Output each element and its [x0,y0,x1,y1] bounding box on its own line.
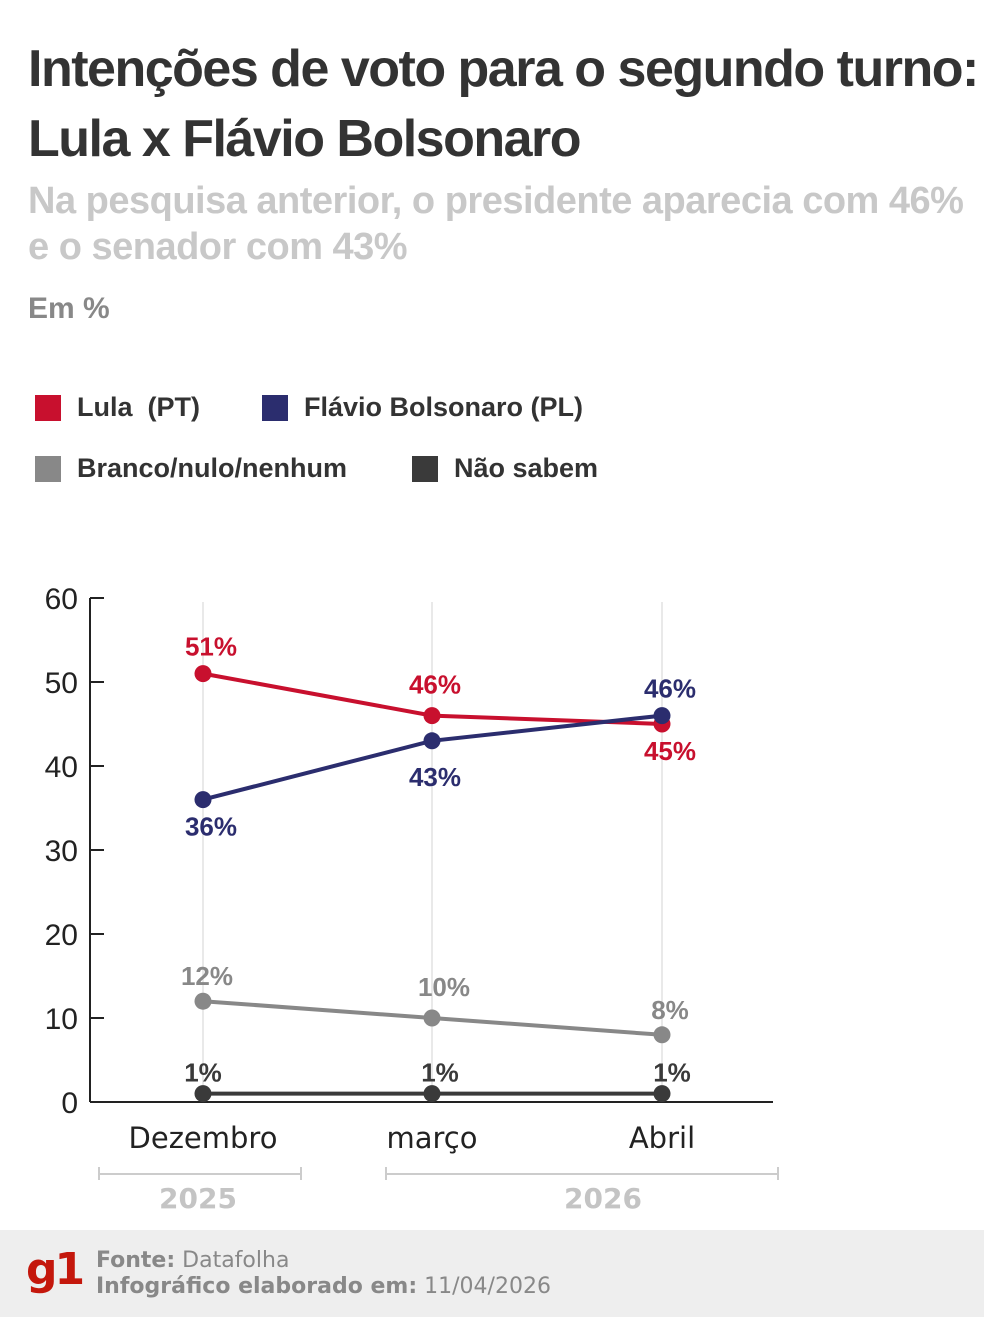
legend-swatch [35,455,61,482]
data-point [194,665,212,683]
data-label: 51% [185,632,237,662]
g1-logo: g1 [26,1244,85,1295]
legend-item-flavio: Flávio Bolsonaro (PL) [262,392,583,423]
legend-item-branco: Branco/nulo/nenhum [35,453,347,484]
legend-item-lula: Lula (PT) [35,392,200,423]
date-label: Infográfico elaborado em: [96,1274,418,1299]
source-value: Datafolha [182,1248,290,1273]
x-tick-label: Abril [629,1121,695,1155]
data-label: 43% [409,762,461,792]
data-label: 1% [184,1058,222,1088]
date-line: Infográfico elaborado em: 11/04/2026 [96,1274,551,1299]
y-tick-label: 30 [45,835,78,868]
chart-subtitle: Na pesquisa anterior, o presidente apare… [28,180,964,268]
data-label: 36% [185,812,237,842]
header: Intenções de voto para o segundo turno: … [28,34,979,326]
year-label: 2026 [564,1182,642,1215]
y-tick-label: 10 [45,1003,78,1036]
legend-swatch [262,394,288,421]
data-point [194,992,212,1010]
legend-label: Lula (PT) [77,392,200,422]
legend-item-nao-sabem: Não sabem [412,453,598,484]
data-point [653,1085,671,1103]
x-tick-label: Dezembro [129,1121,278,1155]
footer: g1 Fonte: Datafolha Infográfico elaborad… [0,1230,984,1317]
legend-label: Flávio Bolsonaro (PL) [304,392,584,422]
y-tick-label: 0 [61,1087,78,1120]
data-point [653,707,671,725]
legend-label: Branco/nulo/nenhum [77,453,347,483]
data-label: 12% [181,961,233,991]
unit-label: Em % [28,292,110,325]
data-label: 10% [418,972,470,1002]
data-point [194,791,212,809]
data-label: 1% [421,1058,459,1088]
data-label: 46% [409,670,461,700]
legend-label: Não sabem [454,453,599,483]
legend-swatch [35,394,61,421]
line-chart: 0 10 20 30 40 50 60 Dezembro março Abril 2025 2026 5… [45,583,779,1215]
y-tick-label: 50 [45,667,78,700]
y-tick-label: 20 [45,919,78,952]
data-point [423,732,441,750]
date-value: 11/04/2026 [424,1274,551,1299]
data-point [423,1009,441,1027]
data-label: 46% [644,674,696,704]
legend-swatch [412,455,438,482]
year-label: 2025 [159,1182,237,1215]
data-point [423,707,441,725]
data-label: 8% [651,995,689,1025]
data-label: 45% [644,736,696,766]
chart-title: Intenções de voto para o segundo turno: … [28,40,979,168]
data-point [194,1085,212,1103]
data-point [423,1085,441,1103]
y-tick-label: 60 [45,583,78,616]
data-point [653,1026,671,1044]
source-label: Fonte: [96,1248,176,1273]
data-label: 1% [653,1058,691,1088]
y-tick-label: 40 [45,751,78,784]
source-line: Fonte: Datafolha [96,1248,289,1273]
x-tick-label: março [387,1121,478,1155]
